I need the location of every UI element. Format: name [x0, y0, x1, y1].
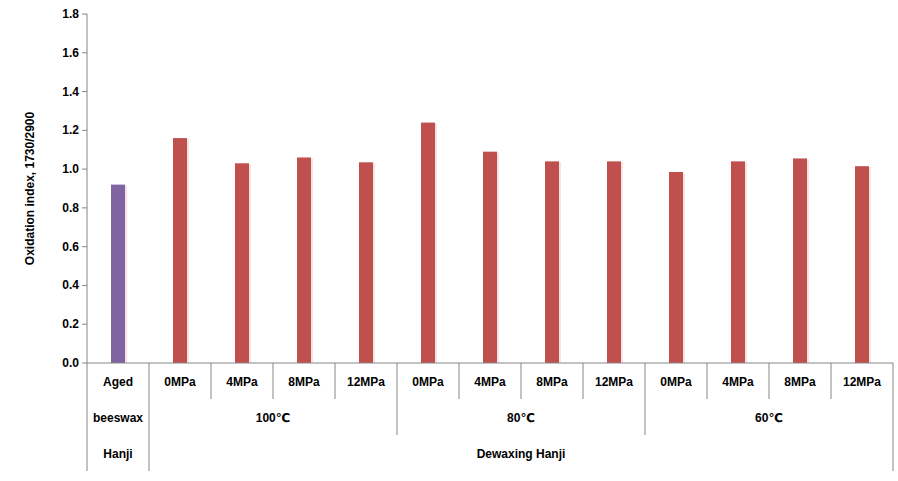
y-tick-label: 1.2: [62, 123, 79, 137]
bars: [111, 123, 871, 363]
bar: [607, 161, 621, 363]
y-tick-label: 0.4: [62, 278, 79, 292]
x-tick-label: 8MPa: [784, 375, 816, 389]
bar: [359, 162, 373, 363]
y-tick: [82, 52, 87, 53]
category-separator: [769, 363, 770, 399]
x-tick-label: 12MPa: [347, 375, 385, 389]
y-tick-label: 0.8: [62, 201, 79, 215]
y-axis-line: [87, 14, 88, 363]
category-group-label: beeswax: [93, 411, 143, 425]
y-tick: [82, 91, 87, 92]
x-tick-label: 8MPa: [536, 375, 568, 389]
y-tick-label: 0.2: [62, 317, 79, 331]
bar: [731, 161, 745, 363]
category-separator: [707, 363, 708, 399]
category-group-label: Dewaxing Hanji: [477, 447, 566, 461]
category-group-label: 100℃: [256, 411, 291, 425]
y-tick: [82, 246, 87, 247]
x-tick-label: 8MPa: [288, 375, 320, 389]
y-tick: [82, 363, 87, 364]
y-tick: [82, 285, 87, 286]
bar: [297, 157, 311, 363]
category-separator: [397, 363, 398, 435]
category-separator: [521, 363, 522, 399]
category-separator: [87, 363, 88, 471]
bar: [545, 161, 559, 363]
y-tick-label: 0.6: [62, 240, 79, 254]
category-separator: [893, 363, 894, 471]
y-tick: [82, 324, 87, 325]
bar: [421, 123, 435, 363]
chart: 0.0 0.2 0.4 0.6 0.8 1.0 1.2 1.4 1.6 1.8 Oxidation …: [0, 0, 898, 481]
x-tick-label: Aged: [103, 375, 133, 389]
category-separator: [645, 363, 646, 435]
y-tick: [82, 207, 87, 208]
y-axis-title: Oxidation index, 1730/2900: [23, 111, 37, 265]
x-tick-label: 4MPa: [722, 375, 754, 389]
y-tick: [82, 169, 87, 170]
bar: [793, 158, 807, 363]
category-separator: [211, 363, 212, 399]
x-tick-label: 0MPa: [164, 375, 196, 389]
x-tick-label: 4MPa: [474, 375, 506, 389]
y-tick-label: 1.8: [62, 7, 79, 21]
bar: [111, 185, 125, 363]
y-tick-label: 1.6: [62, 46, 79, 60]
category-separator: [459, 363, 460, 399]
category-separator: [149, 363, 150, 471]
x-tick-label: 0MPa: [412, 375, 444, 389]
category-group-label: 60℃: [755, 411, 783, 425]
x-tick-label: 0MPa: [660, 375, 692, 389]
bar: [483, 152, 497, 363]
x-tick-label: 12MPa: [843, 375, 881, 389]
category-separator: [273, 363, 274, 399]
category-separator: [583, 363, 584, 399]
y-axis: 0.0 0.2 0.4 0.6 0.8 1.0 1.2 1.4 1.6 1.8: [62, 7, 87, 370]
bar: [669, 172, 683, 363]
y-tick-label: 1.4: [62, 85, 79, 99]
y-tick-label: 0.0: [62, 356, 79, 370]
category-separator: [831, 363, 832, 399]
category-group-label: 80℃: [507, 411, 535, 425]
category-group-label: Hanji: [103, 447, 132, 461]
x-axis-line: [87, 363, 893, 364]
y-tick: [82, 130, 87, 131]
x-axis: Aged 0MPa 4MPa 8MPa 12MPa 0MPa 4MPa 8MPa 12MPa 0M…: [87, 363, 893, 471]
y-tick: [82, 14, 87, 15]
x-tick-label: 12MPa: [595, 375, 633, 389]
x-tick-label: 4MPa: [226, 375, 258, 389]
bar: [173, 138, 187, 363]
bar: [855, 166, 869, 363]
bar: [235, 163, 249, 363]
y-tick-label: 1.0: [62, 162, 79, 176]
category-separator: [335, 363, 336, 399]
